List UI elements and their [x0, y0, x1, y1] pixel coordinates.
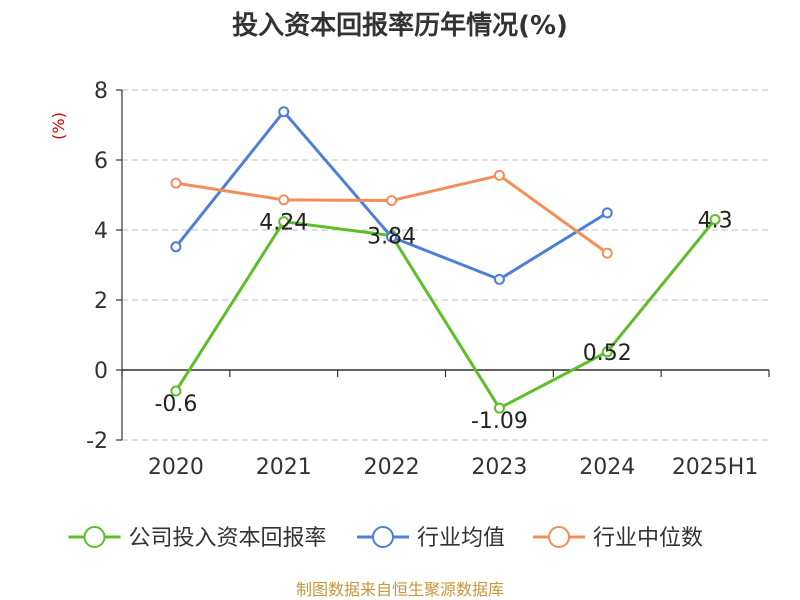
source-note: 制图数据来自恒生聚源数据库	[296, 580, 504, 599]
legend: 公司投入资本回报率 行业均值 行业中位数	[68, 526, 703, 551]
data-label: 4.24	[259, 211, 308, 236]
series-2	[170, 169, 613, 259]
y-tick-label: 8	[94, 79, 108, 104]
legend-label: 行业中位数	[593, 526, 703, 551]
y-axis-label: (%)	[49, 112, 68, 140]
data-point	[278, 194, 290, 206]
series-0	[170, 214, 721, 414]
x-tick-label: 2024	[579, 455, 635, 480]
series-layer	[170, 106, 721, 414]
x-tick-label: 2023	[471, 455, 527, 480]
data-label: -0.6	[154, 392, 197, 417]
axes: -2 0 2 4 6 8 2020 2021 2022 2023 2024 2025H1	[86, 79, 770, 480]
legend-label: 公司投入资本回报率	[129, 526, 327, 551]
x-tick-label: 2020	[148, 455, 204, 480]
series-1	[170, 106, 613, 285]
data-point	[278, 106, 290, 118]
y-tick-label: 0	[94, 359, 108, 384]
data-point	[170, 241, 182, 253]
data-point	[709, 214, 721, 225]
y-tick-label: -2	[86, 429, 108, 454]
data-point	[386, 195, 398, 207]
series-line	[174, 218, 717, 410]
data-point	[278, 216, 290, 228]
data-point	[170, 177, 182, 189]
legend-marker	[372, 526, 394, 548]
y-tick-label: 4	[94, 219, 108, 244]
data-point	[601, 247, 613, 259]
chart-title: 投入资本回报率历年情况(%)	[232, 10, 568, 41]
data-point	[601, 346, 613, 358]
data-point	[493, 169, 505, 181]
x-tick-label: 2022	[364, 455, 420, 480]
legend-item-2: 行业中位数	[533, 526, 703, 551]
grid-lines	[122, 89, 769, 441]
data-point	[601, 207, 613, 219]
legend-marker	[548, 526, 570, 548]
y-tick-label: 6	[94, 149, 108, 174]
legend-item-1: 行业均值	[357, 526, 505, 551]
x-tick-label: 2025H1	[672, 455, 759, 480]
data-point	[493, 273, 505, 285]
data-point	[386, 231, 398, 243]
legend-label: 行业均值	[417, 526, 505, 551]
data-label: 3.84	[367, 225, 416, 250]
legend-item-0: 公司投入资本回报率	[68, 526, 327, 551]
data-point	[170, 385, 182, 397]
data-label: 4.3	[698, 209, 733, 234]
data-point	[493, 402, 505, 414]
y-tick-label: 2	[94, 289, 108, 314]
data-label: 0.52	[583, 341, 632, 366]
x-tick-label: 2021	[256, 455, 312, 480]
data-labels: -0.6 4.24 3.84 -1.09 0.52 4.3	[154, 209, 732, 435]
legend-marker	[83, 526, 106, 548]
data-label: -1.09	[471, 409, 528, 434]
